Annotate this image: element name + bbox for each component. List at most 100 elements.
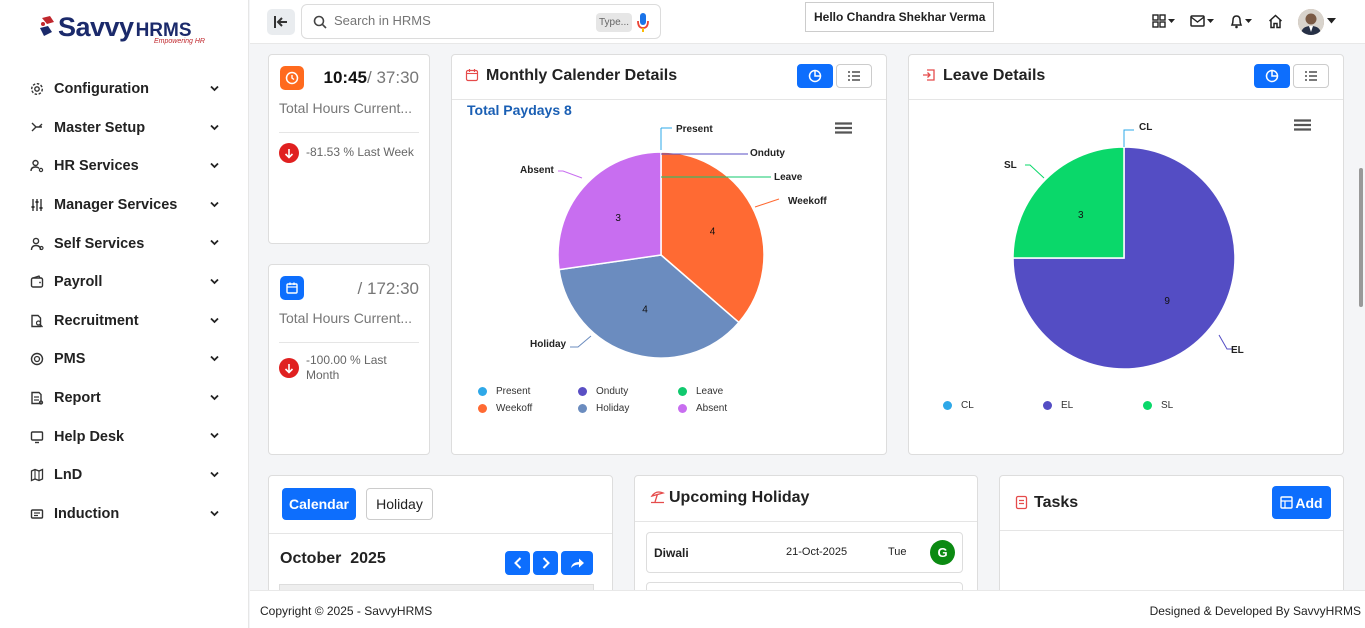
mail-button[interactable] [1190,12,1215,30]
pie-view-toggle[interactable] [797,64,833,88]
legend-label: SL [1161,400,1174,411]
pie-slice-sl[interactable] [1012,146,1125,259]
holiday-date: 21-Oct-2025 [786,546,848,558]
monthly-calender-card: Monthly Calender Details Total Paydays 8… [451,54,887,455]
notifications-button[interactable] [1229,12,1254,30]
chevron-down-icon [210,240,219,246]
legend-item-sl[interactable]: SL [1143,400,1173,411]
next-month-button[interactable] [533,551,558,575]
hierarchy-icon [31,122,43,132]
copyright-text: Copyright © 2025 - SavvyHRMS [260,604,433,618]
legend-item-present[interactable]: Present [478,386,530,397]
pie-slice-weekoff[interactable] [660,151,765,324]
legend-label: CL [961,400,974,411]
collapse-arrow-icon [274,16,287,28]
sidebar-item-configuration[interactable]: Configuration [0,70,249,109]
chevron-down-icon [210,471,219,478]
calendar-icon [280,276,304,300]
profile-dropdown-caret[interactable] [1327,12,1336,30]
sidebar-item-label: Recruitment [54,312,139,329]
language-type-select[interactable]: Type... [596,13,632,32]
legend-label: EL [1061,400,1074,411]
legend-item-onduty[interactable]: Onduty [578,386,628,397]
caret-down-icon [1327,18,1336,24]
hours-change-cont: Month [306,368,340,382]
microphone-icon[interactable] [636,12,650,33]
pie-slice-holiday[interactable] [558,254,740,359]
pie-label-onduty: Onduty [750,148,785,159]
sidebar-item-report[interactable]: Report [0,379,249,418]
sidebar: Savvy HRMS Empowering HR Configuration Mas… [0,0,249,628]
chevron-down-icon [210,433,219,439]
chevron-down-icon [210,317,219,323]
sidebar-item-label: Help Desk [54,428,125,445]
sidebar-item-self-services[interactable]: Self Services [0,224,249,263]
search-input[interactable] [334,13,564,28]
down-arrow-icon [279,358,299,378]
calendar-icon [465,69,479,82]
share-button[interactable] [561,551,593,575]
pie-label-el: EL [1231,345,1244,356]
legend-label: Leave [696,386,724,397]
add-task-button[interactable]: Add [1272,486,1331,519]
holiday-tab[interactable]: Holiday [366,488,433,520]
card-title: Leave Details [943,67,1046,84]
user-avatar[interactable] [1298,9,1324,35]
holiday-row[interactable]: Diwali 21-Oct-2025 Tue G [646,532,963,573]
pie-label-leave: Leave [774,172,803,183]
legend-item-holiday[interactable]: Holiday [578,403,629,414]
sidebar-item-pms[interactable]: PMS [0,340,249,379]
legend-item-el[interactable]: EL [1043,400,1073,411]
pie-value-sl: 3 [1078,210,1084,221]
gear-icon [30,83,44,96]
legend-label: Weekoff [496,403,533,414]
id-card-icon [30,509,44,519]
app-logo[interactable]: Savvy HRMS Empowering HR [38,12,218,48]
card-title: Monthly Calender Details [486,67,678,84]
chevron-down-icon [210,85,219,92]
pie-chart-icon [808,69,822,83]
legend-label: Absent [696,403,728,414]
legend-item-cl[interactable]: CL [943,400,974,411]
sidebar-item-label: Self Services [54,235,145,252]
add-table-icon [1280,496,1294,509]
prev-month-button[interactable] [505,551,530,575]
legend-swatch [478,387,487,396]
sidebar-item-payroll[interactable]: Payroll [0,263,249,302]
hours-change: -100.00 % Last [306,353,387,367]
sidebar-item-master-setup[interactable]: Master Setup [0,109,249,148]
apps-menu-button[interactable] [1152,12,1176,30]
legend-item-leave[interactable]: Leave [678,386,723,397]
sidebar-item-manager-services[interactable]: Manager Services [0,186,249,225]
calendar-tab[interactable]: Calendar [282,488,356,520]
list-view-toggle[interactable] [1293,64,1329,88]
pie-view-toggle[interactable] [1254,64,1290,88]
chart-menu-icon[interactable] [1294,119,1311,131]
page-scrollbar[interactable] [1359,168,1363,307]
sidebar-collapse-button[interactable] [267,9,295,35]
legend-item-absent[interactable]: Absent [678,403,727,414]
sidebar-item-induction[interactable]: Induction [0,495,249,534]
home-button[interactable] [1268,12,1283,30]
calendar-month: October [280,550,342,567]
legend-swatch [1143,401,1152,410]
sidebar-item-help-desk[interactable]: Help Desk [0,417,249,456]
chart-menu-icon[interactable] [835,122,852,134]
leave-pie-chart: 093 [1012,129,1236,370]
pie-slice-absent[interactable] [557,151,662,271]
sidebar-item-hr-services[interactable]: HR Services [0,147,249,186]
sidebar-item-recruitment[interactable]: Recruitment [0,302,249,341]
user-gear-icon [30,160,44,173]
pie-label-holiday: Holiday [530,339,567,350]
hours-total: 172:30 [367,279,419,298]
sidebar-item-label: Manager Services [54,197,178,214]
legend-item-weekoff[interactable]: Weekoff [478,403,532,414]
list-icon [1305,71,1317,81]
sidebar-item-lnd[interactable]: LnD [0,456,249,495]
hours-change: -81.53 % Last Week [306,145,414,159]
pie-label-sl: SL [1004,160,1017,171]
list-view-toggle[interactable] [836,64,872,88]
sidebar-item-label: HR Services [54,158,139,175]
chevron-left-icon [513,557,521,569]
